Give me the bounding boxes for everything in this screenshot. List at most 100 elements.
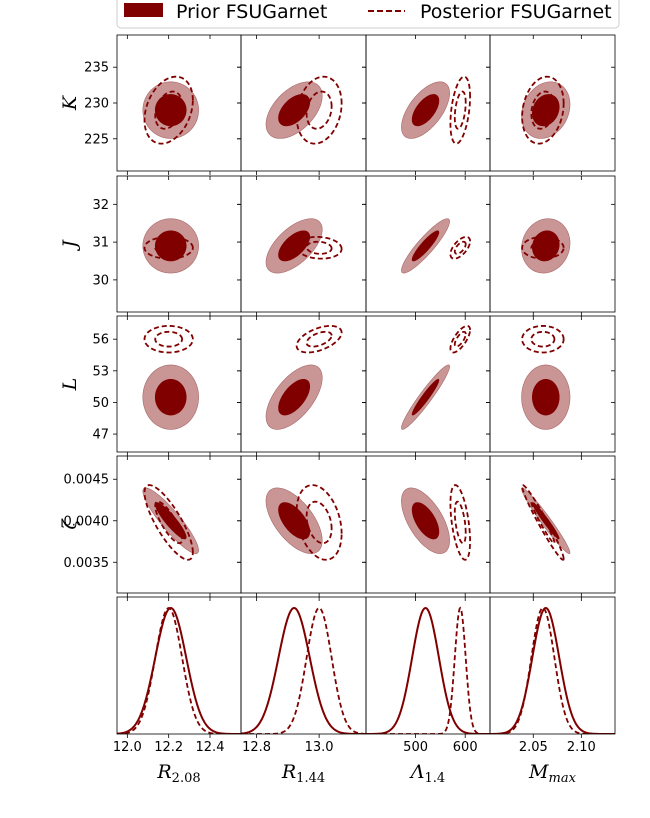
posterior-contour-outer (143, 325, 194, 354)
panel-J-R208 (113, 175, 242, 316)
posterior-contour-outer (521, 75, 565, 145)
panels (113, 34, 616, 738)
legend-label-posterior: Posterior FSUGarnet (420, 1, 612, 23)
x-tick-label-R144: 12.8 (242, 740, 271, 755)
y-tick-label-zeta: 0.0045 (64, 473, 110, 488)
prior-contour-inner (411, 94, 440, 127)
marginal-R144 (240, 596, 367, 738)
panel-L-R144 (237, 315, 367, 456)
panel-J-R144 (237, 175, 367, 316)
panel-L-L14 (362, 315, 491, 456)
posterior-contour-inner (305, 240, 333, 255)
y-tick-label-L: 47 (92, 428, 109, 443)
panel-K-Mmax (486, 34, 616, 175)
x-tick-label-L14: 500 (403, 740, 428, 755)
legend-swatch-prior (124, 3, 163, 17)
posterior-contour-inner (453, 90, 467, 130)
panel-zeta-Mmax (486, 455, 616, 597)
prior-contour-inner (278, 230, 311, 262)
axis-labels: 225 230 235 K 30 31 32 J 47 50 53 56 L 0.0035 0.0040 0.… (59, 61, 596, 786)
y-axis-label-zeta: ζ (59, 518, 81, 530)
posterior-contour-outer (143, 484, 194, 561)
posterior-marginal-curve (241, 607, 366, 734)
x-tick-label-Mmax: 2.10 (567, 740, 596, 755)
posterior-contour-inner (305, 330, 333, 348)
prior-contour-inner (411, 230, 440, 262)
prior-marginal-curve (366, 606, 490, 734)
posterior-contour-inner (453, 500, 467, 545)
posterior-contour-outer (521, 484, 565, 561)
panel-K-R144 (237, 34, 367, 175)
x-axis-label-R208: R2.08 (156, 761, 200, 786)
posterior-contour-outer (521, 325, 565, 354)
y-tick-label-K: 225 (84, 132, 109, 147)
panel-L-Mmax (486, 315, 616, 456)
x-tick-label-R208: 12.0 (113, 740, 142, 755)
prior-contour-inner (532, 378, 560, 416)
y-axis-label-L: L (59, 378, 81, 392)
posterior-contour-outer (143, 75, 194, 145)
prior-marginal-curve (241, 606, 366, 734)
prior-contour-inner (411, 502, 440, 540)
posterior-contour-inner (305, 500, 333, 545)
y-tick-label-K: 230 (84, 97, 109, 112)
x-tick-label-R208: 12.4 (196, 740, 225, 755)
panel-zeta-R208 (113, 455, 242, 597)
x-axis-label-Mmax: Mmax (528, 761, 577, 786)
legend-frame (116, 0, 620, 29)
posterior-contour-inner (154, 500, 184, 545)
posterior-contour-inner (453, 330, 467, 348)
posterior-contour-outer (449, 235, 471, 260)
y-tick-label-J: 30 (92, 273, 109, 288)
posterior-contour-outer (449, 484, 471, 561)
panel-frame (489, 175, 616, 313)
x-tick-label-R208: 12.2 (154, 740, 183, 755)
y-axis-label-K: K (59, 94, 81, 111)
y-tick-label-K: 235 (84, 61, 109, 76)
posterior-marginal-curve (366, 606, 490, 734)
posterior-contour-outer (295, 75, 343, 145)
y-tick-label-L: 56 (92, 333, 109, 348)
posterior-contour-outer (295, 325, 343, 354)
panel-J-L14 (362, 175, 491, 316)
panel-zeta-L14 (362, 455, 491, 597)
panel-K-L14 (362, 34, 491, 175)
posterior-contour-outer (295, 484, 343, 561)
posterior-contour-inner (154, 330, 184, 348)
y-axis-label-J: J (59, 239, 81, 252)
prior-contour-inner (154, 378, 187, 416)
marginal-R208 (116, 596, 242, 738)
legend-label-prior: Prior FSUGarnet (176, 1, 327, 23)
panel-frame (240, 596, 367, 735)
x-tick-label-R144: 13.0 (305, 740, 334, 755)
prior-marginal-curve (117, 607, 241, 734)
posterior-contour-inner (530, 330, 556, 348)
posterior-contour-inner (305, 90, 333, 130)
x-tick-label-L14: 600 (453, 740, 478, 755)
posterior-contour-outer (521, 235, 565, 260)
legend: Prior FSUGarnet Posterior FSUGarnet (116, 0, 620, 29)
prior-contour-inner (411, 378, 440, 416)
posterior-contour-inner (154, 90, 184, 130)
panel-frame (489, 596, 616, 735)
posterior-contour-inner (154, 240, 184, 255)
posterior-contour-outer (143, 235, 194, 260)
x-axis-label-R144: R1.44 (281, 761, 325, 786)
panel-frame (489, 455, 616, 594)
panel-L-R208 (113, 315, 242, 456)
prior-contour-inner (278, 378, 311, 416)
y-tick-label-zeta: 0.0035 (64, 556, 110, 571)
prior-contour-inner (532, 230, 560, 262)
posterior-contour-inner (530, 240, 556, 255)
posterior-contour-outer (295, 235, 343, 260)
posterior-contour-outer (449, 75, 471, 145)
y-tick-label-zeta: 0.0040 (64, 514, 110, 529)
y-tick-label-L: 53 (92, 364, 109, 379)
posterior-contour-inner (530, 500, 556, 545)
panel-zeta-R144 (237, 455, 367, 597)
marginal-Mmax (489, 596, 616, 738)
y-tick-label-L: 50 (92, 396, 109, 411)
panel-frame (365, 596, 491, 735)
panel-K-R208 (113, 34, 242, 175)
